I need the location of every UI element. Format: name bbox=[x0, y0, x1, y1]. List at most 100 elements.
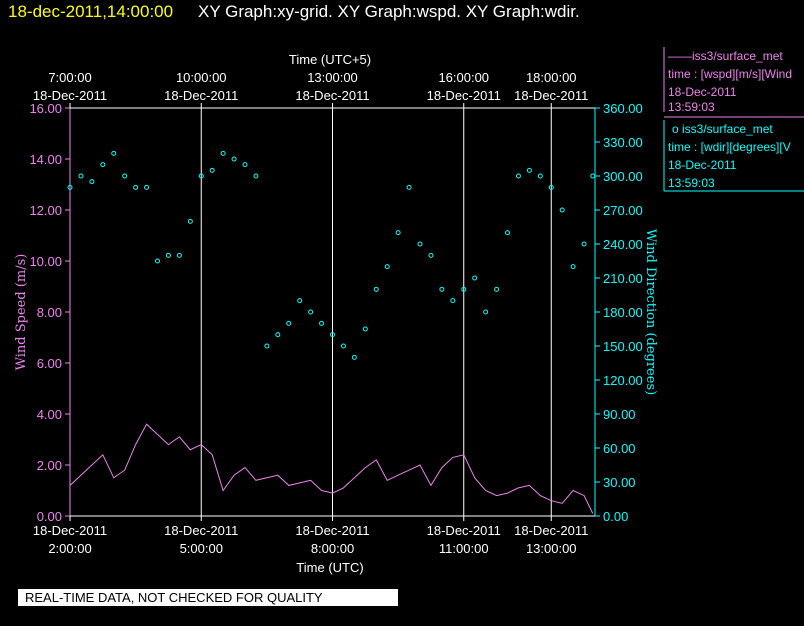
wdir-point bbox=[581, 241, 587, 247]
bottom-tick-time: 5:00:00 bbox=[180, 541, 223, 556]
bottom-tick-time: 2:00:00 bbox=[48, 541, 91, 556]
header-graphs: XY Graph:xy-grid. XY Graph:wspd. XY Grap… bbox=[198, 2, 580, 21]
wdir-point bbox=[133, 184, 139, 190]
left-tick-label: 12.00 bbox=[29, 203, 62, 218]
grid-lines bbox=[69, 108, 552, 516]
wdir-point bbox=[362, 326, 368, 332]
left-tick-label: 4.00 bbox=[37, 407, 62, 422]
wdir-point bbox=[505, 230, 510, 236]
left-tick-label: 10.00 bbox=[29, 254, 62, 269]
bottom-tick-date: 18-Dec-2011 bbox=[33, 523, 107, 538]
wdir-point bbox=[450, 298, 456, 304]
right-tick-label: 210.00 bbox=[603, 271, 643, 286]
wdir-point bbox=[198, 173, 204, 179]
wdir-point bbox=[111, 150, 117, 156]
wdir-point bbox=[461, 286, 467, 292]
right-tick-label: 300.00 bbox=[603, 169, 643, 184]
legend-wspd-line1: ——iss3/surface_met bbox=[668, 49, 783, 63]
left-tick-label: 2.00 bbox=[37, 458, 62, 473]
legend-wdir-line2: time : [wdir][degrees][V bbox=[668, 140, 791, 154]
top-tick-time: 13:00:00 bbox=[307, 70, 358, 85]
legend-wdir-line3: 18-Dec-2011 bbox=[668, 158, 737, 172]
bottom-axis-ticks: 18-Dec-2011 2:00:00 18-Dec-2011 5:00:00 18-D… bbox=[33, 516, 588, 556]
wdir-point bbox=[253, 173, 259, 179]
right-tick-label: 180.00 bbox=[603, 305, 643, 320]
wdir-point bbox=[122, 173, 128, 179]
wdir-point bbox=[144, 184, 150, 190]
right-axis-title: Wind Direction (degrees) bbox=[643, 229, 658, 395]
top-tick-date: 18-Dec-2011 bbox=[514, 88, 588, 103]
top-tick-time: 10:00:00 bbox=[176, 70, 227, 85]
wdir-point bbox=[100, 162, 106, 168]
wdir-point bbox=[319, 320, 325, 326]
wdir-point bbox=[176, 252, 182, 258]
wspd-line bbox=[69, 423, 594, 514]
bottom-tick-date: 18-Dec-2011 bbox=[427, 523, 501, 538]
right-tick-label: 0.00 bbox=[603, 509, 628, 524]
wdir-point bbox=[330, 332, 335, 338]
wdir-point bbox=[384, 264, 390, 270]
wdir-point bbox=[439, 286, 445, 292]
left-tick-label: 8.00 bbox=[37, 305, 62, 320]
right-tick-label: 150.00 bbox=[603, 339, 643, 354]
wdir-point bbox=[590, 173, 596, 179]
wdir-point bbox=[472, 275, 478, 281]
notice-text: REAL-TIME DATA, NOT CHECKED FOR QUALITY bbox=[25, 590, 323, 605]
wdir-point bbox=[165, 252, 171, 258]
wdir-point bbox=[526, 167, 532, 173]
legend-wdir-line4: 13:59:03 bbox=[668, 176, 715, 190]
wdir-point bbox=[373, 286, 379, 292]
wdir-point bbox=[275, 332, 281, 338]
bottom-tick-time: 13:00:00 bbox=[526, 541, 577, 556]
left-tick-label: 14.00 bbox=[29, 152, 62, 167]
wdir-point bbox=[417, 241, 423, 247]
top-tick-time: 18:00:00 bbox=[526, 70, 577, 85]
wdir-point bbox=[89, 179, 95, 185]
header-datetime: 18-dec-2011,14:00:00 bbox=[8, 2, 173, 21]
top-tick-time: 7:00:00 bbox=[48, 70, 91, 85]
right-tick-label: 270.00 bbox=[603, 203, 643, 218]
bottom-tick-date: 18-Dec-2011 bbox=[514, 523, 588, 538]
wdir-point bbox=[286, 320, 292, 326]
wdir-point bbox=[483, 309, 489, 315]
wdir-point bbox=[78, 173, 84, 179]
bottom-tick-date: 18-Dec-2011 bbox=[164, 523, 238, 538]
wdir-point bbox=[231, 156, 237, 162]
wdir-point bbox=[537, 173, 543, 179]
right-tick-label: 120.00 bbox=[603, 373, 643, 388]
wdir-point bbox=[308, 309, 314, 315]
legend: ——iss3/surface_met time : [wspd][m/s][Wi… bbox=[663, 47, 804, 192]
top-tick-date: 18-Dec-2011 bbox=[295, 88, 369, 103]
wdir-point bbox=[559, 207, 565, 213]
right-axis-ticks: 0.00 30.00 60.00 90.00 120.00 150.00 180.00 210… bbox=[595, 101, 643, 524]
right-tick-label: 330.00 bbox=[603, 135, 643, 150]
left-tick-label: 6.00 bbox=[37, 356, 62, 371]
left-axis-title: Wind Speed (m/s) bbox=[14, 254, 29, 371]
wdir-point bbox=[220, 150, 226, 156]
wdir-point bbox=[395, 230, 401, 236]
wdir-point bbox=[242, 162, 248, 168]
right-tick-label: 30.00 bbox=[603, 475, 636, 490]
wspd-series bbox=[69, 423, 594, 514]
wdir-point bbox=[340, 343, 346, 349]
left-axis-ticks: 0.00 2.00 4.00 6.00 8.00 10.00 12.00 14.00 16.00 bbox=[29, 101, 70, 524]
legend-wspd-line2: time : [wspd][m/s][Wind bbox=[668, 67, 792, 81]
legend-wspd-line4: 13:59:03 bbox=[668, 100, 715, 114]
notice-box bbox=[18, 589, 398, 606]
wdir-point bbox=[515, 173, 521, 179]
wdir-point bbox=[67, 184, 73, 190]
wdir-point bbox=[155, 258, 160, 264]
wdir-point bbox=[264, 343, 270, 349]
left-tick-label: 0.00 bbox=[37, 509, 62, 524]
legend-wdir-line1: o iss3/surface_met bbox=[672, 122, 773, 136]
wdir-point bbox=[548, 184, 554, 190]
top-axis-ticks: 7:00:00 18-Dec-2011 10:00:00 18-Dec-2011 13:… bbox=[33, 70, 588, 108]
right-tick-label: 90.00 bbox=[603, 407, 636, 422]
right-tick-label: 60.00 bbox=[603, 441, 636, 456]
wdir-point bbox=[406, 184, 412, 190]
wdir-series bbox=[67, 150, 596, 360]
top-tick-date: 18-Dec-2011 bbox=[164, 88, 238, 103]
wdir-point bbox=[428, 252, 434, 258]
legend-wspd-line3: 18-Dec-2011 bbox=[668, 85, 737, 99]
wdir-point bbox=[351, 354, 357, 360]
